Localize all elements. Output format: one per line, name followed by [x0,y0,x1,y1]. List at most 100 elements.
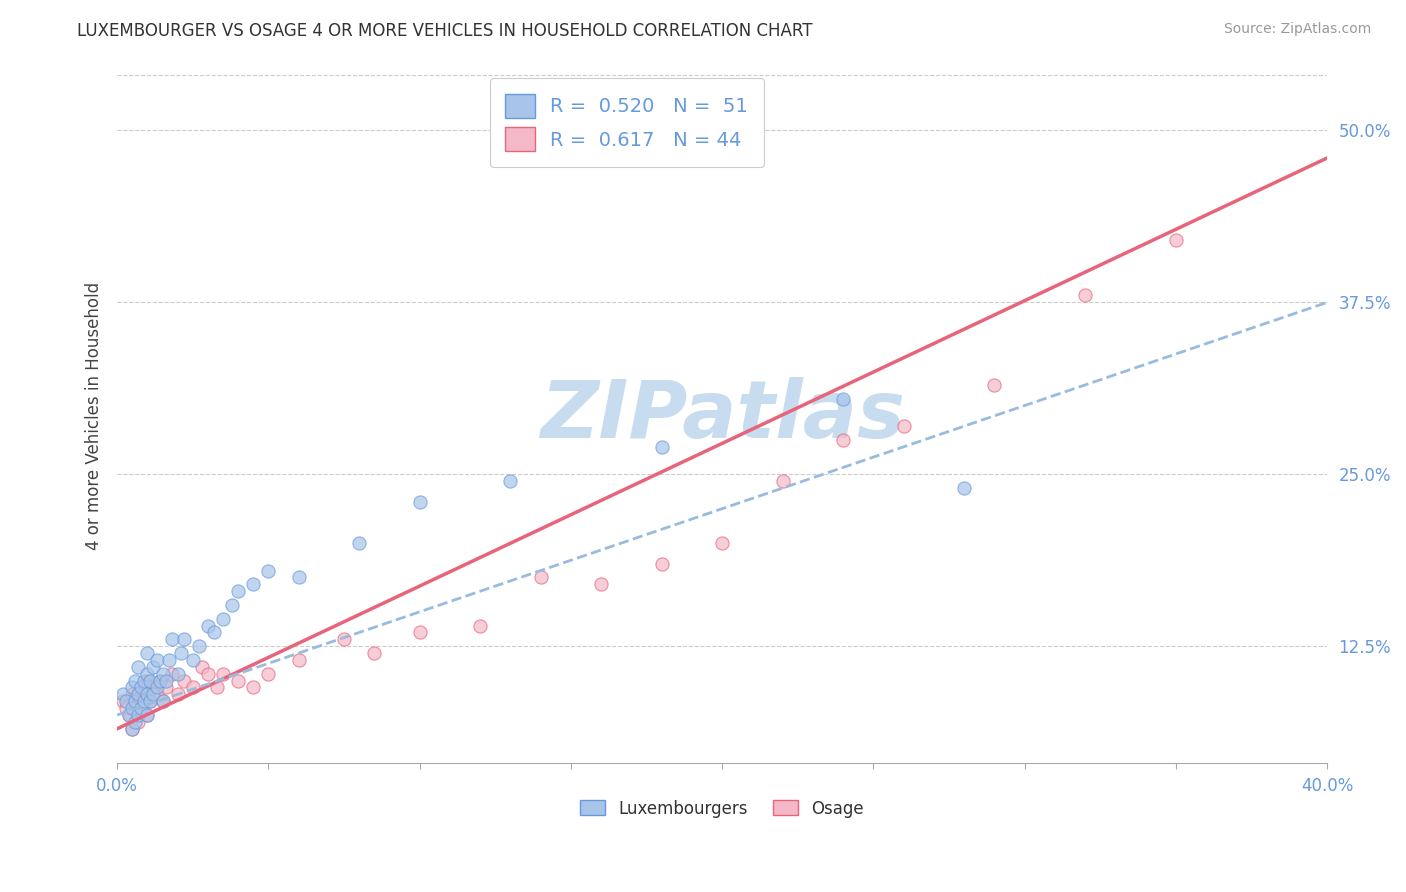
Point [202,625,225,640]
Point [173,632,195,647]
Point [772,474,794,488]
Y-axis label: 4 or more Vehicles in Household: 4 or more Vehicles in Household [86,282,103,549]
Point [155,673,177,688]
Point [257,666,280,681]
Point [160,632,183,647]
Point [142,681,165,695]
Point [197,618,219,632]
Legend: Luxembourgers, Osage: Luxembourgers, Osage [574,793,870,824]
Point [242,577,264,591]
Point [711,536,734,550]
Point [136,666,159,681]
Point [131,694,153,708]
Point [121,722,143,736]
Point [651,557,673,571]
Point [124,701,146,715]
Point [115,694,138,708]
Point [173,673,195,688]
Text: LUXEMBOURGER VS OSAGE 4 OR MORE VEHICLES IN HOUSEHOLD CORRELATION CHART: LUXEMBOURGER VS OSAGE 4 OR MORE VEHICLES… [77,22,813,40]
Point [124,694,146,708]
Point [148,673,170,688]
Point [127,687,149,701]
Point [118,708,141,723]
Point [118,708,141,723]
Point [832,433,855,447]
Point [121,722,143,736]
Point [148,673,170,688]
Point [160,666,183,681]
Point [127,660,149,674]
Point [131,681,153,695]
Point [170,646,193,660]
Point [1164,234,1187,248]
Point [145,687,167,701]
Point [136,673,159,688]
Point [409,495,432,509]
Point [145,653,167,667]
Point [139,673,162,688]
Point [115,701,138,715]
Point [139,694,162,708]
Point [226,584,249,599]
Point [166,666,188,681]
Point [152,694,174,708]
Point [134,681,156,695]
Point [832,392,855,406]
Point [127,687,149,701]
Point [131,701,153,715]
Point [124,673,146,688]
Point [212,612,235,626]
Point [166,687,188,701]
Point [333,632,356,647]
Point [470,618,492,632]
Point [287,570,309,584]
Point [136,708,159,723]
Point [347,536,370,550]
Point [152,666,174,681]
Point [226,673,249,688]
Point [191,660,214,674]
Point [112,694,135,708]
Text: ZIPatlas: ZIPatlas [540,376,904,455]
Point [121,687,143,701]
Point [134,673,156,688]
Point [142,687,165,701]
Point [257,564,280,578]
Point [363,646,385,660]
Point [591,577,613,591]
Point [112,687,135,701]
Point [127,714,149,729]
Point [221,598,243,612]
Point [142,660,165,674]
Point [127,708,149,723]
Point [409,625,432,640]
Point [983,377,1005,392]
Point [205,681,228,695]
Point [136,687,159,701]
Point [121,701,143,715]
Point [134,694,156,708]
Point [242,681,264,695]
Point [157,653,180,667]
Point [136,708,159,723]
Point [287,653,309,667]
Point [121,681,143,695]
Point [1074,288,1097,302]
Point [155,681,177,695]
Point [651,440,673,454]
Point [530,570,553,584]
Point [953,481,976,495]
Point [181,681,204,695]
Point [136,646,159,660]
Point [212,666,235,681]
Point [197,666,219,681]
Point [139,694,162,708]
Point [181,653,204,667]
Point [187,639,209,653]
Point [893,419,915,434]
Text: Source: ZipAtlas.com: Source: ZipAtlas.com [1223,22,1371,37]
Point [124,714,146,729]
Point [499,474,522,488]
Point [152,694,174,708]
Point [145,681,167,695]
